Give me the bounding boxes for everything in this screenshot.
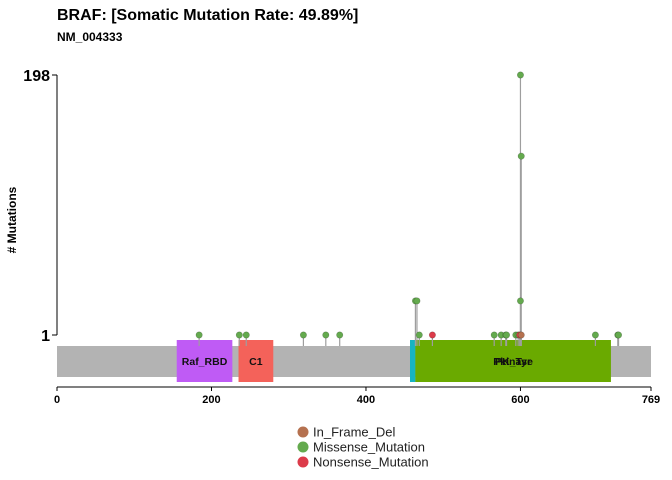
- chart-title: BRAF: [Somatic Mutation Rate: 49.89%]: [57, 7, 358, 24]
- y-axis-label: # Mutations: [5, 186, 19, 253]
- mutation-point: [591, 331, 599, 339]
- mutation-point: [242, 331, 250, 339]
- mutation-point: [322, 331, 330, 339]
- mutation-point: [516, 297, 524, 305]
- mutation-point: [299, 331, 307, 339]
- mutation-point: [517, 152, 525, 160]
- mutation-point: [413, 297, 421, 305]
- mutation-point: [428, 331, 436, 339]
- legend-swatch: [297, 426, 309, 438]
- chart-subtitle: NM_004333: [57, 30, 123, 44]
- mutation-point: [336, 331, 344, 339]
- mutation-point: [235, 331, 243, 339]
- x-tick-label: 600: [511, 394, 529, 406]
- legend-swatch: [297, 456, 309, 468]
- y-tick-label: 198: [23, 68, 50, 85]
- domain-rect: [176, 340, 233, 382]
- domain-rect: [415, 340, 611, 382]
- mutation-point: [516, 71, 524, 79]
- domain-label: Raf_RBD: [182, 356, 228, 368]
- mutation-point: [517, 331, 525, 339]
- x-tick-label: 0: [54, 394, 60, 406]
- legend-label: Missense_Mutation: [313, 440, 425, 455]
- x-tick-label: 400: [357, 394, 375, 406]
- x-tick-label: 769: [642, 394, 660, 406]
- domain-label: PK_Tyr: [495, 356, 531, 368]
- legend: In_Frame_DelMissense_MutationNonsense_Mu…: [297, 425, 429, 470]
- y-tick-label: 1: [41, 328, 50, 345]
- legend-swatch: [297, 441, 309, 453]
- mutation-point: [195, 331, 203, 339]
- mutation-point: [490, 331, 498, 339]
- domain-rect: [410, 340, 416, 382]
- domain-label: Pkinase: [493, 356, 533, 368]
- mutation-point: [415, 331, 423, 339]
- legend-label: Nonsense_Mutation: [313, 455, 429, 470]
- domain-rect: [238, 340, 274, 382]
- mutation-point: [503, 331, 511, 339]
- x-tick-label: 200: [202, 394, 220, 406]
- legend-label: In_Frame_Del: [313, 425, 395, 440]
- mutation-point: [615, 331, 623, 339]
- domain-label: C1: [249, 356, 263, 368]
